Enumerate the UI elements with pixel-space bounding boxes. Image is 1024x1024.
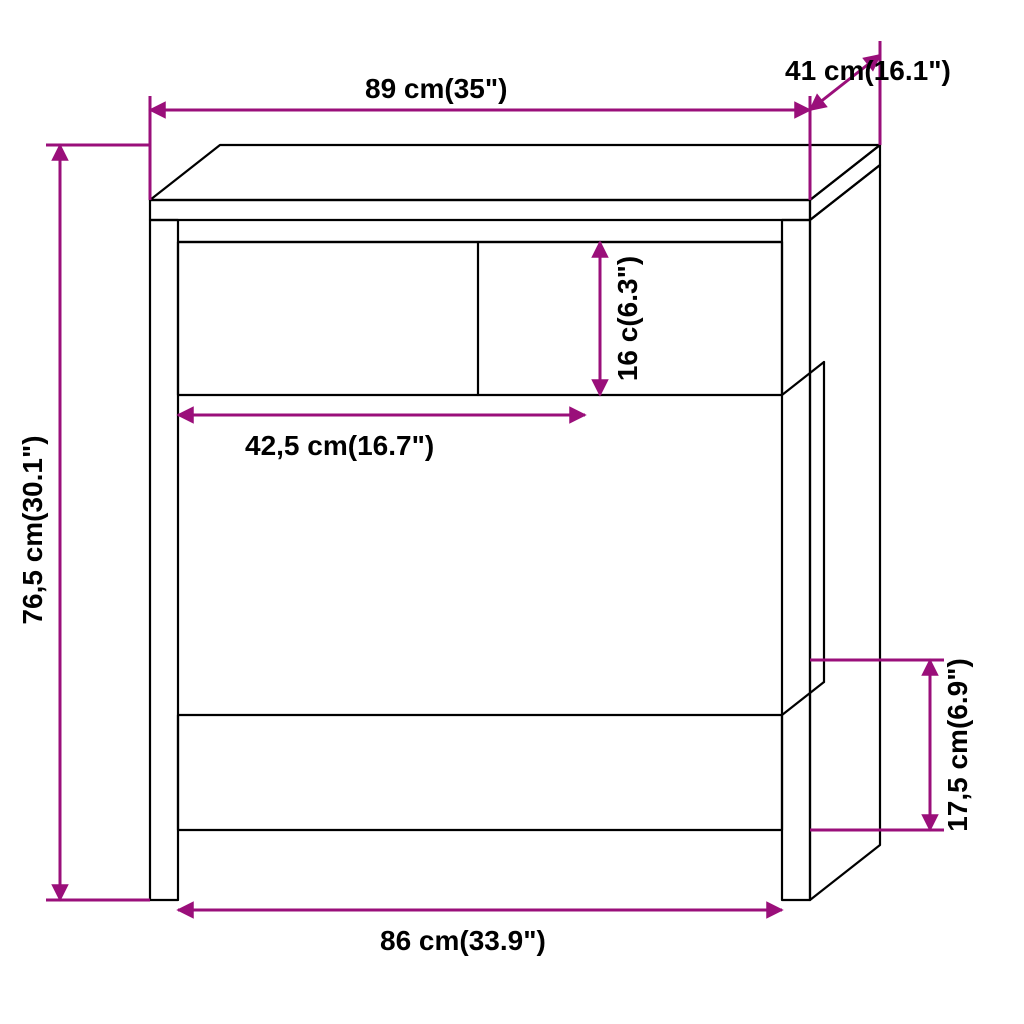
svg-text:76,5 cm(30.1"): 76,5 cm(30.1") xyxy=(17,435,48,624)
svg-text:41 cm(16.1"): 41 cm(16.1") xyxy=(785,55,951,86)
svg-text:16 c(6.3"): 16 c(6.3") xyxy=(612,256,643,381)
svg-text:42,5 cm(16.7"): 42,5 cm(16.7") xyxy=(245,430,434,461)
svg-text:89 cm(35"): 89 cm(35") xyxy=(365,73,507,104)
svg-text:86 cm(33.9"): 86 cm(33.9") xyxy=(380,925,546,956)
svg-text:17,5 cm(6.9"): 17,5 cm(6.9") xyxy=(942,658,973,832)
